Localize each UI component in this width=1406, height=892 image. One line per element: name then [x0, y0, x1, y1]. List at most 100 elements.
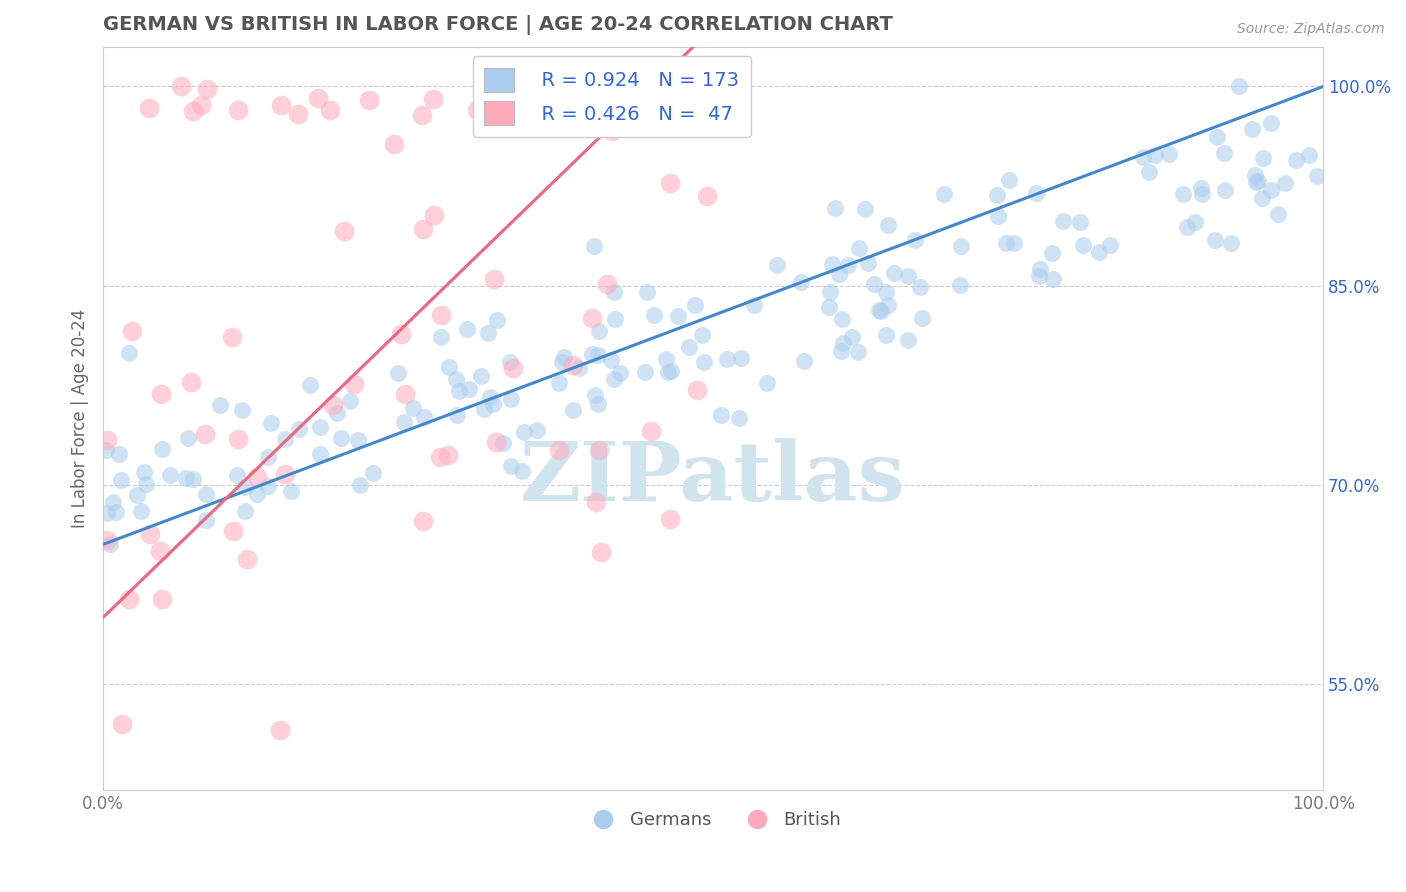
- Point: [382, 137, 405, 152]
- Point: [818, 300, 841, 314]
- Point: [1219, 236, 1241, 251]
- Point: [307, 91, 329, 105]
- Point: [181, 472, 204, 486]
- Point: [235, 552, 257, 566]
- Point: [830, 344, 852, 359]
- Point: [121, 324, 143, 338]
- Point: [225, 467, 247, 482]
- Point: [110, 473, 132, 487]
- Point: [273, 467, 295, 481]
- Point: [138, 101, 160, 115]
- Legend: Germans, British: Germans, British: [578, 805, 849, 837]
- Point: [790, 276, 813, 290]
- Point: [710, 409, 733, 423]
- Point: [1244, 168, 1267, 182]
- Point: [246, 470, 269, 484]
- Point: [287, 107, 309, 121]
- Point: [585, 495, 607, 509]
- Text: GERMAN VS BRITISH IN LABOR FORCE | AGE 20-24 CORRELATION CHART: GERMAN VS BRITISH IN LABOR FORCE | AGE 2…: [103, 15, 893, 35]
- Point: [412, 221, 434, 235]
- Point: [104, 505, 127, 519]
- Point: [233, 504, 256, 518]
- Point: [501, 459, 523, 474]
- Point: [150, 442, 173, 456]
- Point: [127, 488, 149, 502]
- Point: [853, 202, 876, 216]
- Point: [526, 423, 548, 437]
- Point: [1025, 186, 1047, 200]
- Point: [550, 355, 572, 369]
- Point: [108, 447, 131, 461]
- Point: [159, 468, 181, 483]
- Point: [561, 358, 583, 372]
- Point: [308, 447, 330, 461]
- Point: [221, 330, 243, 344]
- Point: [877, 219, 900, 233]
- Point: [696, 188, 718, 202]
- Point: [875, 285, 897, 300]
- Point: [446, 409, 468, 423]
- Point: [389, 326, 412, 341]
- Point: [411, 108, 433, 122]
- Point: [339, 394, 361, 409]
- Point: [194, 426, 217, 441]
- Point: [841, 330, 863, 344]
- Point: [98, 537, 121, 551]
- Point: [333, 224, 356, 238]
- Point: [848, 241, 870, 255]
- Point: [326, 406, 349, 420]
- Point: [568, 360, 591, 375]
- Point: [686, 383, 709, 397]
- Point: [1260, 116, 1282, 130]
- Point: [547, 443, 569, 458]
- Point: [96, 506, 118, 520]
- Point: [562, 403, 585, 417]
- Point: [643, 308, 665, 322]
- Point: [863, 277, 886, 292]
- Point: [482, 397, 505, 411]
- Point: [101, 494, 124, 508]
- Point: [998, 173, 1021, 187]
- Point: [1247, 174, 1270, 188]
- Point: [1227, 79, 1250, 94]
- Point: [548, 376, 571, 390]
- Point: [197, 82, 219, 96]
- Point: [553, 350, 575, 364]
- Point: [883, 266, 905, 280]
- Point: [135, 476, 157, 491]
- Point: [1240, 122, 1263, 136]
- Point: [831, 336, 853, 351]
- Point: [875, 327, 897, 342]
- Point: [1191, 186, 1213, 201]
- Point: [510, 464, 533, 478]
- Point: [274, 432, 297, 446]
- Point: [986, 188, 1008, 202]
- Point: [583, 388, 606, 402]
- Point: [117, 591, 139, 606]
- Point: [1144, 148, 1167, 162]
- Text: ZIPatlas: ZIPatlas: [520, 438, 905, 517]
- Point: [1040, 246, 1063, 260]
- Point: [170, 79, 193, 94]
- Point: [728, 411, 751, 425]
- Point: [897, 269, 920, 284]
- Point: [502, 361, 524, 376]
- Point: [589, 545, 612, 559]
- Point: [828, 267, 851, 281]
- Text: Source: ZipAtlas.com: Source: ZipAtlas.com: [1237, 22, 1385, 37]
- Point: [492, 435, 515, 450]
- Point: [603, 285, 626, 299]
- Point: [1189, 181, 1212, 195]
- Point: [485, 103, 508, 117]
- Point: [876, 298, 898, 312]
- Point: [512, 425, 534, 439]
- Point: [765, 258, 787, 272]
- Point: [949, 239, 972, 253]
- Point: [1069, 215, 1091, 229]
- Point: [299, 377, 322, 392]
- Point: [111, 716, 134, 731]
- Point: [477, 326, 499, 341]
- Point: [322, 398, 344, 412]
- Point: [129, 504, 152, 518]
- Point: [1073, 238, 1095, 252]
